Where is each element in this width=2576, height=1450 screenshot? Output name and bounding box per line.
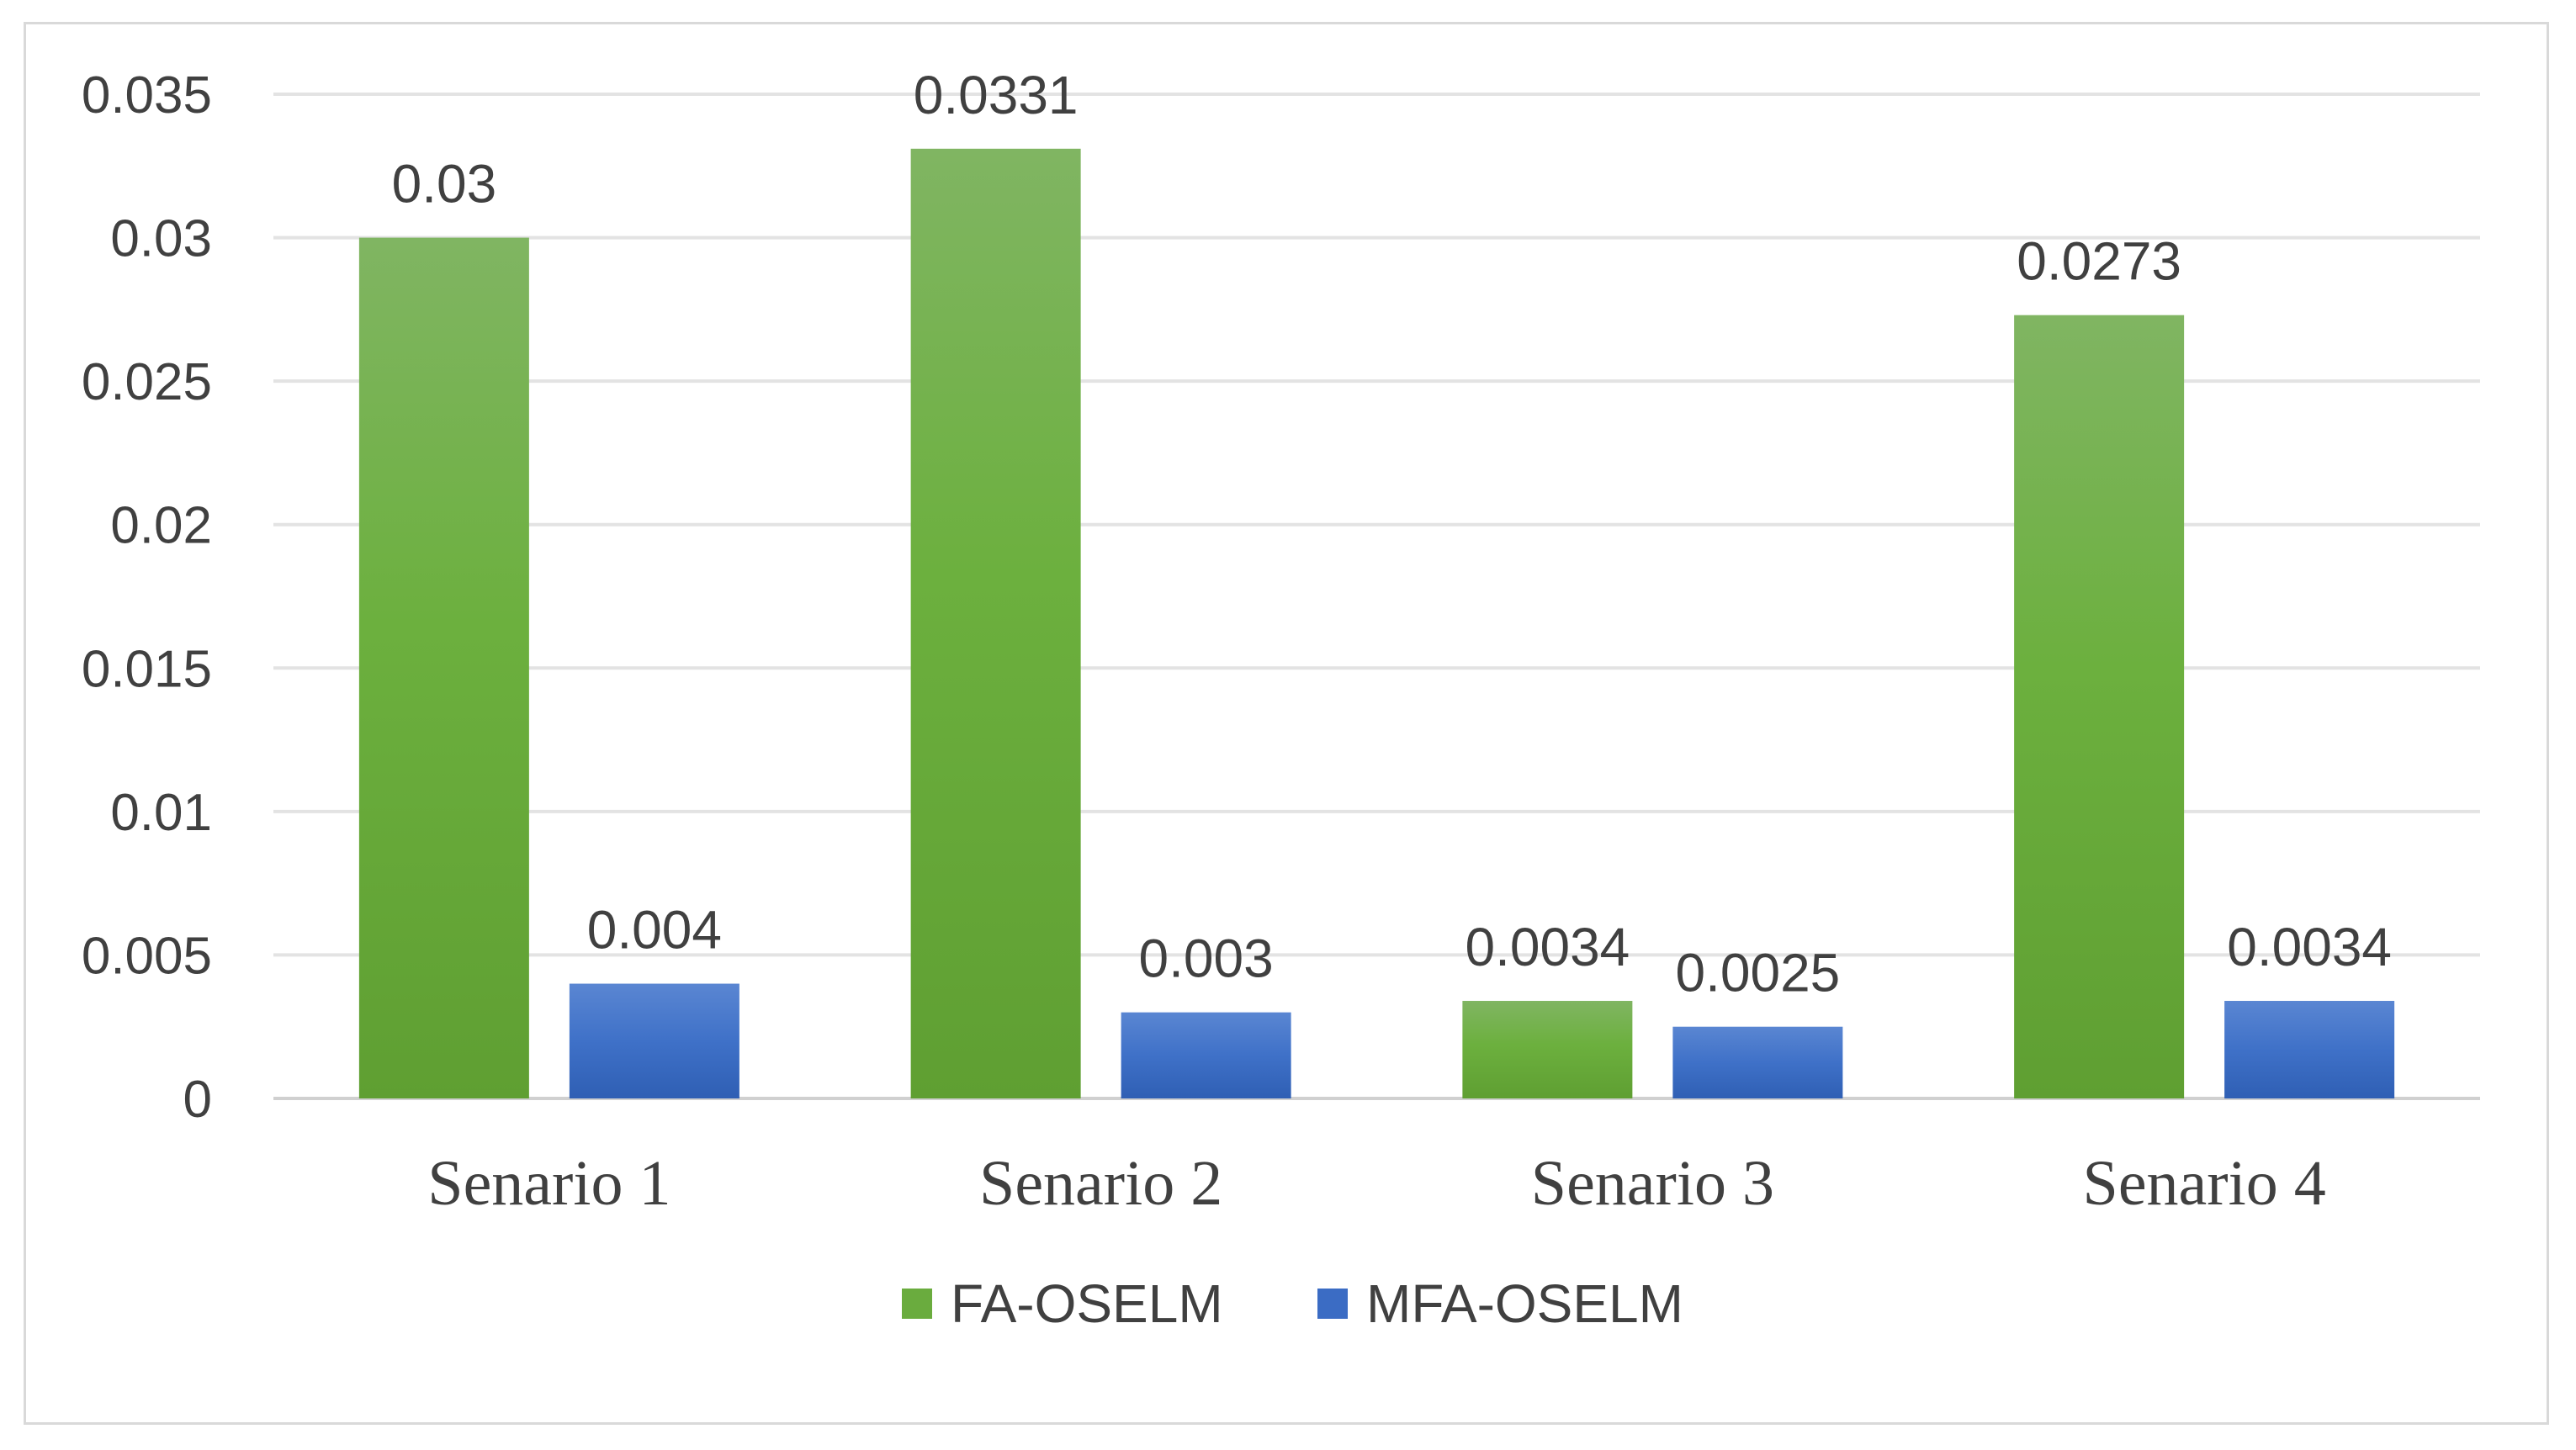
y-tick-label: 0.01: [110, 784, 212, 842]
bar-mfa-oselm-2: [1121, 1012, 1291, 1098]
x-axis-categories: Senario 1 Senario 2 Senario 3 Senario 4: [427, 1148, 2325, 1219]
bar-mfa-oselm-3: [1672, 1026, 1843, 1098]
bar-fa-oselm-2: [910, 148, 1081, 1098]
data-label: 0.003: [1139, 929, 1274, 989]
data-label: 0.0273: [2017, 231, 2181, 292]
category-label: Senario 3: [1531, 1148, 1774, 1219]
category-label: Senario 1: [427, 1148, 671, 1219]
data-labels: 0.03 0.004 0.0331 0.003 0.0034 0.0025 0.0273 0.…: [392, 65, 2392, 1003]
legend-swatch-mfa-oselm: [1317, 1289, 1348, 1319]
y-tick-label: 0.015: [82, 640, 212, 698]
legend-label: FA-OSELM: [951, 1273, 1223, 1334]
bar-mfa-oselm-1: [569, 983, 739, 1098]
y-tick-label: 0.025: [82, 353, 212, 411]
data-label: 0.0034: [1466, 917, 1630, 977]
legend: FA-OSELM MFA-OSELM: [902, 1273, 1683, 1334]
y-tick-label: 0.03: [110, 210, 212, 268]
bar-fa-oselm-3: [1462, 1001, 1633, 1098]
category-label: Senario 4: [2083, 1148, 2326, 1219]
bar-fa-oselm-4: [2014, 315, 2185, 1098]
y-tick-label: 0.005: [82, 927, 212, 985]
data-label: 0.004: [587, 900, 722, 960]
bar-mfa-oselm-4: [2224, 1001, 2395, 1098]
data-label: 0.03: [392, 154, 497, 214]
y-tick-label: 0: [183, 1071, 212, 1129]
y-tick-label: 0.035: [82, 66, 212, 124]
y-axis-ticks: 0 0.005 0.01 0.015 0.02 0.025 0.03 0.035: [82, 66, 212, 1129]
data-label: 0.0034: [2227, 917, 2392, 977]
legend-swatch-fa-oselm: [902, 1289, 932, 1319]
data-label: 0.0331: [914, 65, 1079, 125]
data-label: 0.0025: [1676, 943, 1841, 1003]
bar-fa-oselm-1: [358, 237, 529, 1099]
y-tick-label: 0.02: [110, 497, 212, 555]
bars: [358, 148, 2395, 1099]
legend-label: MFA-OSELM: [1366, 1273, 1683, 1334]
category-label: Senario 2: [979, 1148, 1222, 1219]
